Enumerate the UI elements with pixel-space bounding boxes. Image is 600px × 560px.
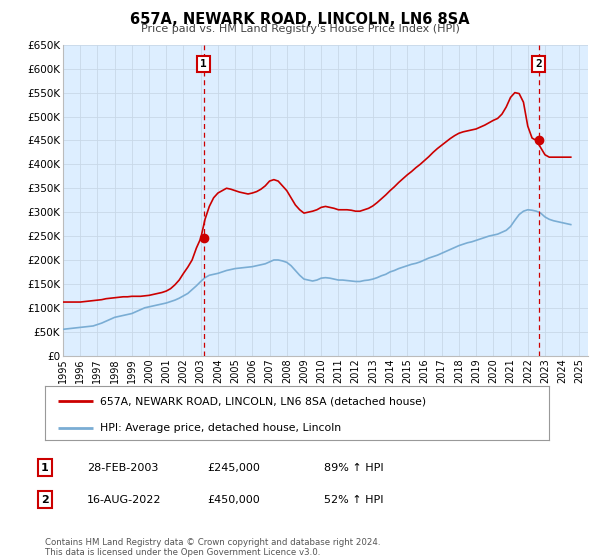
- Text: Price paid vs. HM Land Registry's House Price Index (HPI): Price paid vs. HM Land Registry's House …: [140, 24, 460, 34]
- Text: 16-AUG-2022: 16-AUG-2022: [87, 494, 161, 505]
- Text: £450,000: £450,000: [207, 494, 260, 505]
- Text: 657A, NEWARK ROAD, LINCOLN, LN6 8SA (detached house): 657A, NEWARK ROAD, LINCOLN, LN6 8SA (det…: [100, 396, 427, 407]
- Text: 657A, NEWARK ROAD, LINCOLN, LN6 8SA: 657A, NEWARK ROAD, LINCOLN, LN6 8SA: [130, 12, 470, 27]
- Text: Contains HM Land Registry data © Crown copyright and database right 2024.
This d: Contains HM Land Registry data © Crown c…: [45, 538, 380, 557]
- Text: 1: 1: [41, 463, 49, 473]
- Text: £245,000: £245,000: [207, 463, 260, 473]
- Text: 2: 2: [535, 59, 542, 69]
- Text: 28-FEB-2003: 28-FEB-2003: [87, 463, 158, 473]
- Text: 1: 1: [200, 59, 207, 69]
- Text: 89% ↑ HPI: 89% ↑ HPI: [324, 463, 383, 473]
- Text: 2: 2: [41, 494, 49, 505]
- Text: 52% ↑ HPI: 52% ↑ HPI: [324, 494, 383, 505]
- Text: HPI: Average price, detached house, Lincoln: HPI: Average price, detached house, Linc…: [100, 423, 341, 433]
